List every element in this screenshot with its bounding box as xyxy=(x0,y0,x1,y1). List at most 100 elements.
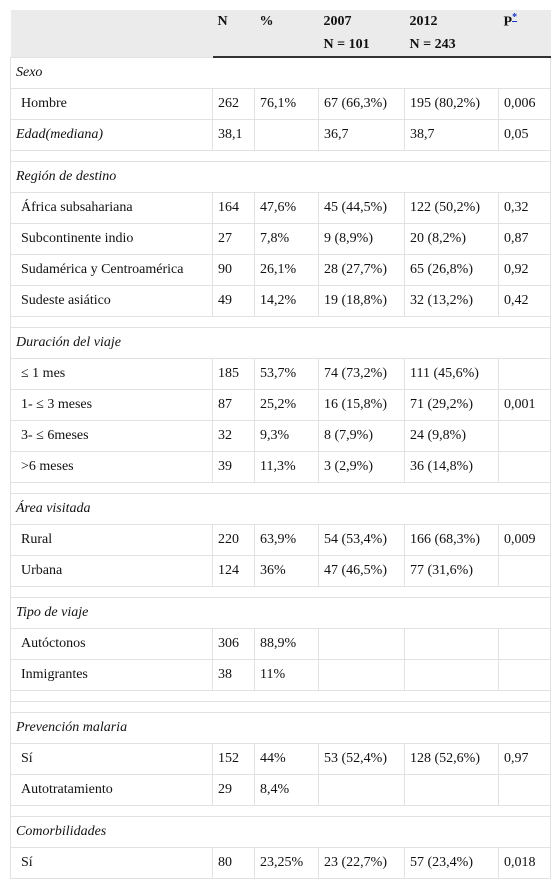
cell: 3 (2,9%) xyxy=(318,451,405,483)
cell xyxy=(318,628,405,660)
cell: 8,4% xyxy=(254,774,319,806)
footnote-link[interactable]: * xyxy=(512,12,518,24)
spacer-row xyxy=(10,586,551,598)
cell: 32 xyxy=(212,420,255,452)
row-label: 3- ≤ 6meses xyxy=(10,420,213,452)
cell: 262 xyxy=(212,88,255,120)
cell: 36% xyxy=(254,555,319,587)
cell: 23,25% xyxy=(254,847,319,879)
table-header: N % 2007 2012 P* N = 101 N = 243 xyxy=(10,10,551,58)
cell: 0,97 xyxy=(498,743,551,775)
cell: 29 xyxy=(212,774,255,806)
cell: 36 (14,8%) xyxy=(404,451,499,483)
cell xyxy=(498,774,551,806)
row-label: ≤ 1 mes xyxy=(10,358,213,390)
cell: 87 xyxy=(212,389,255,421)
cell: 26,1% xyxy=(254,254,319,286)
header-cell: 2012 xyxy=(404,10,499,33)
spacer-cell xyxy=(10,482,551,494)
data-row: Sí 152 44% 53 (52,4%) 128 (52,6%) 0,97 xyxy=(10,743,551,775)
spacer-row xyxy=(10,805,551,817)
cell: 166 (68,3%) xyxy=(404,524,499,556)
cell: 16 (15,8%) xyxy=(318,389,405,421)
cell xyxy=(498,420,551,452)
cell: 9,3% xyxy=(254,420,319,452)
data-row: Inmigrantes 38 11% xyxy=(10,659,551,691)
section-title: Prevención malaria xyxy=(10,712,551,744)
section-title: Tipo de viaje xyxy=(10,597,551,629)
data-row: Sí 80 23,25% 23 (22,7%) 57 (23,4%) 0,018 xyxy=(10,847,551,879)
row-label: África subsahariana xyxy=(10,192,213,224)
row-label: Edad(mediana) xyxy=(10,119,213,151)
cell: 0,32 xyxy=(498,192,551,224)
cell: 49 xyxy=(212,285,255,317)
row-label: Autotratamiento xyxy=(10,774,213,806)
cell: 39 xyxy=(212,451,255,483)
cell xyxy=(498,555,551,587)
spacer-cell xyxy=(10,805,551,817)
cell: 88,9% xyxy=(254,628,319,660)
spacer-row xyxy=(10,701,551,713)
row-label: Sí xyxy=(10,743,213,775)
data-row: Sudamérica y Centroamérica 90 26,1% 28 (27,… xyxy=(10,254,551,286)
cell xyxy=(498,451,551,483)
cell: 9 (8,9%) xyxy=(318,223,405,255)
section-title: Duración del viaje xyxy=(10,327,551,359)
header-cell: N xyxy=(212,10,255,33)
spacer-cell xyxy=(10,586,551,598)
spacer-cell xyxy=(10,316,551,328)
header-cell: 2007 xyxy=(318,10,405,33)
data-row: Autotratamiento 29 8,4% xyxy=(10,774,551,806)
cell: 45 (44,5%) xyxy=(318,192,405,224)
header-empty xyxy=(254,33,319,58)
data-table: N % 2007 2012 P* N = 101 N = 243 Sexo Hom… xyxy=(10,10,551,879)
header-cell: P* xyxy=(498,10,551,33)
cell: 185 xyxy=(212,358,255,390)
data-row: Urbana 124 36% 47 (46,5%) 77 (31,6%) xyxy=(10,555,551,587)
section-title: Área visitada xyxy=(10,493,551,525)
cell: 24 (9,8%) xyxy=(404,420,499,452)
header-empty xyxy=(498,33,551,58)
section-row: Duración del viaje xyxy=(10,327,551,359)
cell: 128 (52,6%) xyxy=(404,743,499,775)
data-row: Sudeste asiático 49 14,2% 19 (18,8%) 32 (13,… xyxy=(10,285,551,317)
spacer-row xyxy=(10,482,551,494)
cell: 38 xyxy=(212,659,255,691)
spacer-row xyxy=(10,150,551,162)
spacer-cell xyxy=(10,701,551,713)
cell: 0,42 xyxy=(498,285,551,317)
cell: 122 (50,2%) xyxy=(404,192,499,224)
cell xyxy=(404,628,499,660)
cell: 0,05 xyxy=(498,119,551,151)
cell xyxy=(498,358,551,390)
section-row: Área visitada xyxy=(10,493,551,525)
cell: 71 (29,2%) xyxy=(404,389,499,421)
data-row: >6 meses 39 11,3% 3 (2,9%) 36 (14,8%) xyxy=(10,451,551,483)
cell: 164 xyxy=(212,192,255,224)
row-label: Rural xyxy=(10,524,213,556)
cell: 0,001 xyxy=(498,389,551,421)
spacer-row xyxy=(10,690,551,702)
section-row: Sexo xyxy=(10,56,551,89)
data-row: Edad(mediana) 38,1 36,7 38,7 0,05 xyxy=(10,119,551,151)
cell: 80 xyxy=(212,847,255,879)
cell: 14,2% xyxy=(254,285,319,317)
data-row: Hombre 262 76,1% 67 (66,3%) 195 (80,2%) 0,006 xyxy=(10,88,551,120)
section-title: Comorbilidades xyxy=(10,816,551,848)
cell xyxy=(318,774,405,806)
cell xyxy=(254,119,319,151)
data-row: 1- ≤ 3 meses 87 25,2% 16 (15,8%) 71 (29,2%) 0… xyxy=(10,389,551,421)
spacer-row xyxy=(10,316,551,328)
cell: 54 (53,4%) xyxy=(318,524,405,556)
cell: 19 (18,8%) xyxy=(318,285,405,317)
cell: 32 (13,2%) xyxy=(404,285,499,317)
section-row: Región de destino xyxy=(10,161,551,193)
cell: 38,1 xyxy=(212,119,255,151)
cell: 11% xyxy=(254,659,319,691)
cell: 36,7 xyxy=(318,119,405,151)
header-text: P xyxy=(503,14,513,30)
header-sub: N = 243 xyxy=(404,33,499,58)
section-row: Prevención malaria xyxy=(10,712,551,744)
section-title: Región de destino xyxy=(10,161,551,193)
